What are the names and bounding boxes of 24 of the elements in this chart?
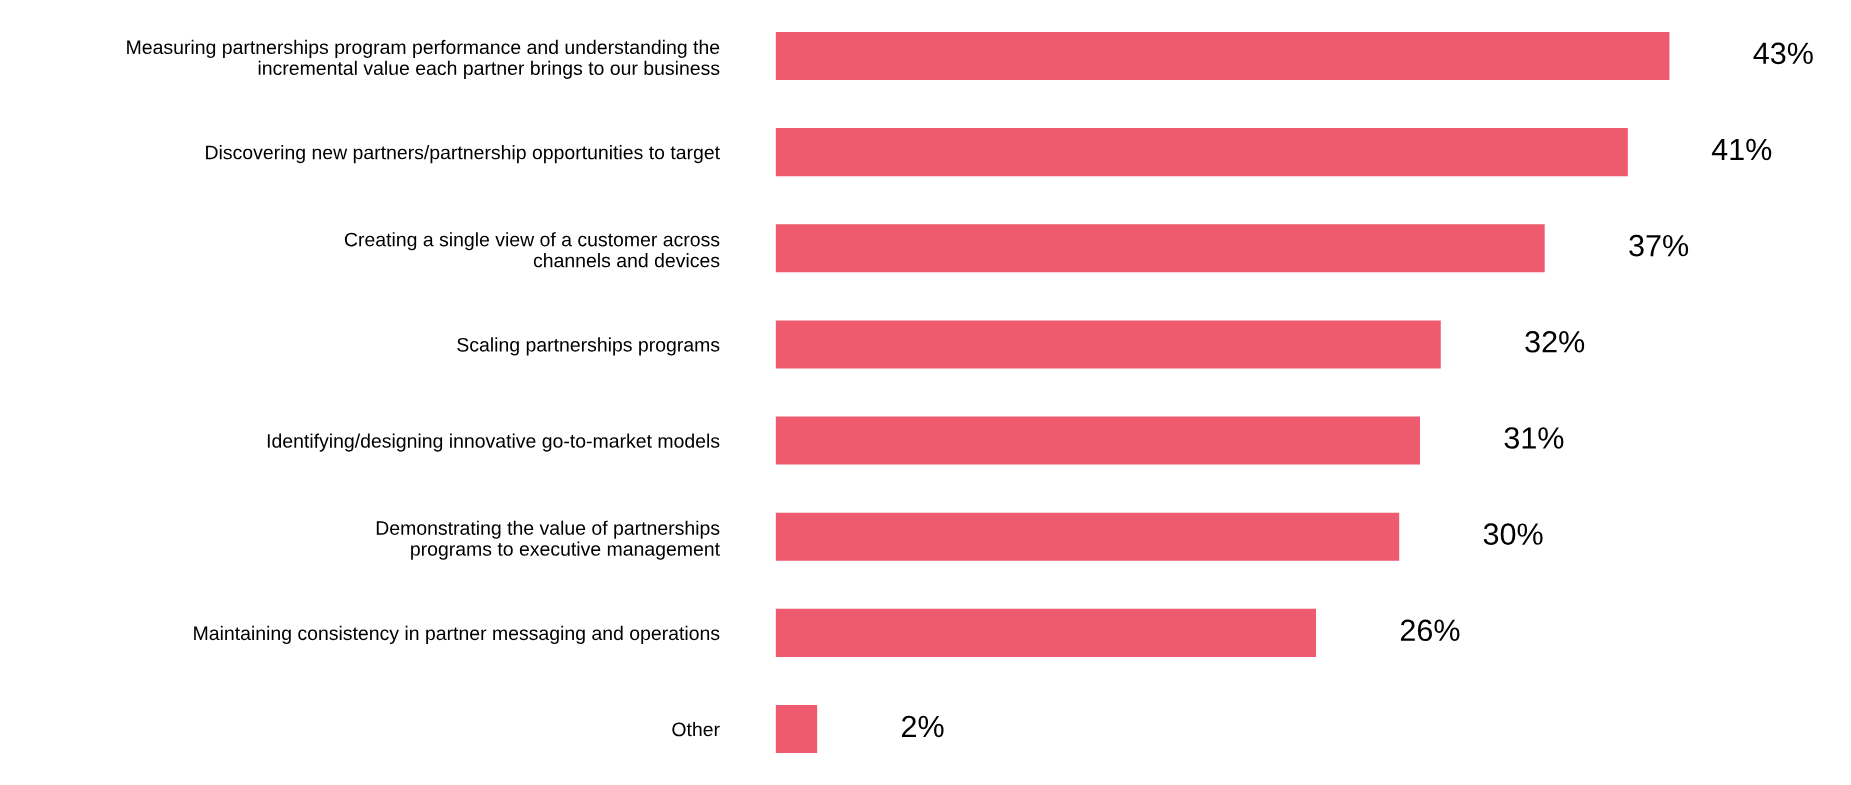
bar	[775, 31, 1670, 80]
bar	[775, 608, 1317, 657]
bar	[775, 128, 1628, 177]
data-label: 41%	[1711, 138, 1772, 161]
bar	[775, 705, 818, 754]
bar	[775, 512, 1400, 561]
data-label: 2%	[902, 715, 944, 738]
data-label: 43%	[1753, 42, 1813, 65]
y-tick-label: Maintaining consistency in partner messaging and operations	[194, 625, 720, 644]
y-tick-label: Demonstrating the value of partnerships programs to executive management	[376, 520, 720, 560]
y-tick-label: Discovering new partners/partnership opportunities to target	[206, 145, 720, 164]
data-label: 26%	[1400, 619, 1460, 642]
y-tick-label: Scaling partnerships programs	[457, 337, 720, 356]
y-tick-label: Identifying/designing innovative go-to-market models	[267, 433, 720, 452]
data-label: 31%	[1504, 427, 1564, 449]
bar	[775, 416, 1420, 465]
bar	[775, 224, 1545, 273]
data-label: 30%	[1483, 523, 1543, 545]
y-tick-label: Other	[672, 722, 720, 737]
data-label: 37%	[1629, 234, 1689, 257]
y-tick-label: Creating a single view of a customer across channels and devices	[344, 232, 720, 268]
data-label: 32%	[1525, 330, 1585, 353]
y-tick-label: Measuring partnerships program performance and understanding the incremental value each partner brings to our business	[127, 39, 720, 79]
bar	[775, 320, 1441, 369]
